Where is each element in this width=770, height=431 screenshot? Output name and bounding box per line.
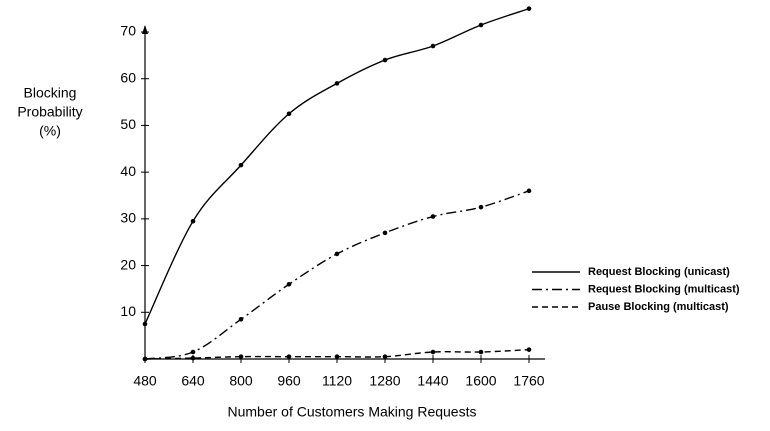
data-point [430, 43, 436, 49]
data-point [238, 162, 244, 168]
data-point [382, 354, 388, 359]
y-tick-label: 10 [120, 303, 136, 319]
y-tick-label: 30 [120, 210, 136, 226]
data-point [334, 251, 340, 257]
data-point [238, 316, 244, 322]
data-point [382, 57, 388, 63]
series-line [144, 7, 530, 325]
series-line [144, 190, 530, 360]
data-point [334, 354, 340, 359]
x-tick-label: 640 [181, 373, 205, 389]
data-point [286, 354, 292, 359]
data-point [190, 355, 196, 361]
legend-label: Request Blocking (unicast) [588, 266, 730, 278]
data-point [430, 214, 436, 219]
y-axis-label: (%) [39, 123, 61, 139]
y-tick-label: 20 [120, 256, 136, 272]
data-point [382, 230, 388, 236]
data-point [190, 218, 196, 224]
data-point [238, 354, 244, 359]
x-axis-label: Number of Customers Making Requests [228, 404, 477, 420]
y-axis-label: Blocking [24, 85, 77, 101]
data-point [190, 349, 196, 355]
data-point [286, 111, 292, 117]
x-tick-label: 480 [133, 373, 157, 389]
y-tick-label: 50 [120, 116, 136, 132]
data-point [526, 347, 532, 352]
x-tick-label: 1440 [417, 373, 448, 389]
data-point [334, 81, 340, 86]
y-tick-label: 60 [120, 69, 136, 85]
y-tick-label: 40 [120, 163, 136, 179]
y-tick-label: 70 [120, 23, 136, 39]
x-tick-label: 1760 [513, 373, 544, 389]
data-point [142, 356, 148, 362]
x-tick-label: 960 [277, 373, 301, 389]
data-point [526, 188, 532, 194]
data-point [142, 321, 148, 327]
data-point [526, 6, 532, 11]
data-point [430, 349, 436, 355]
y-axis-arrow [142, 25, 148, 34]
x-tick-label: 1280 [369, 373, 400, 389]
data-point [478, 22, 484, 28]
legend-label: Pause Blocking (multicast) [588, 301, 729, 313]
x-tick-label: 1120 [322, 373, 352, 389]
legend-label: Request Blocking (multicast) [588, 283, 740, 295]
x-tick-label: 800 [229, 373, 253, 389]
data-point [478, 204, 484, 210]
data-point [286, 281, 292, 287]
y-axis-label: Probability [17, 104, 82, 120]
x-tick-label: 1600 [465, 373, 496, 389]
data-point [478, 349, 484, 355]
